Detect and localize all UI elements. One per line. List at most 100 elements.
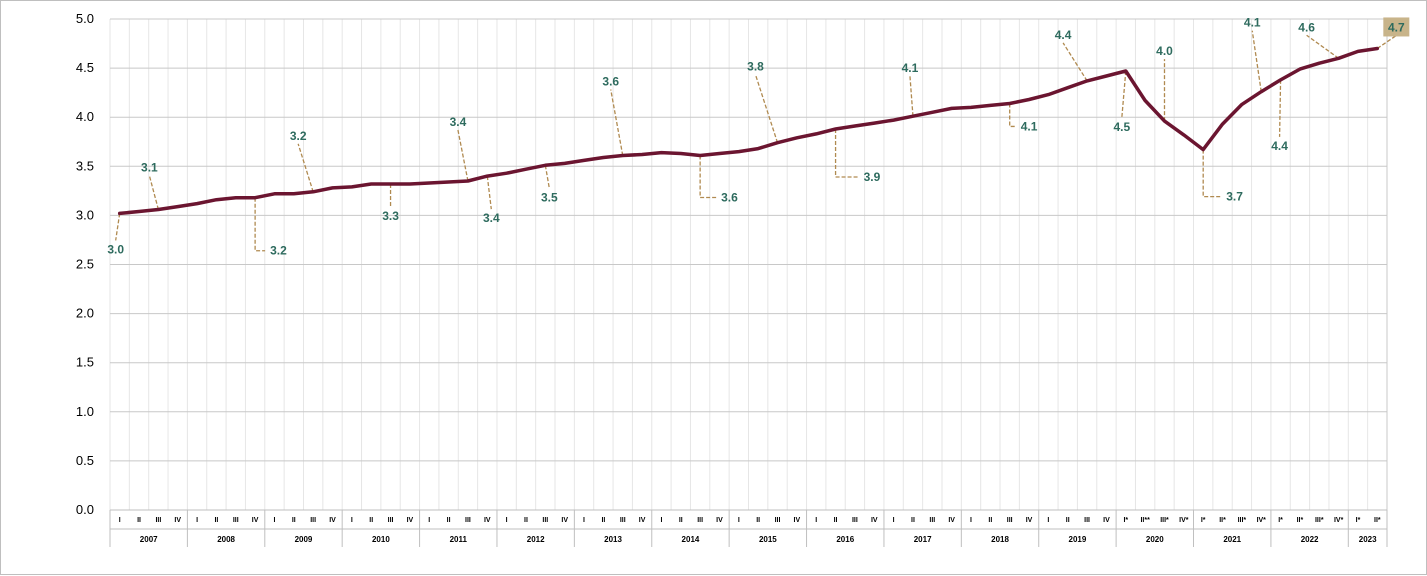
quarter-tick-label: I	[815, 517, 817, 524]
y-tick-label: 3.5	[76, 158, 94, 173]
data-label: 4.0	[1156, 44, 1173, 58]
label-leader-line	[610, 89, 624, 156]
label-leader-line	[486, 176, 492, 210]
data-label: 3.8	[747, 60, 764, 74]
label-leader-line	[699, 155, 717, 199]
quarter-tick-label: III	[388, 517, 394, 524]
data-label: 4.1	[902, 61, 919, 75]
year-tick-label: 2008	[217, 535, 235, 544]
quarter-tick-label: III	[697, 517, 703, 524]
quarter-tick-label: II*	[1297, 517, 1304, 524]
quarter-tick-label: II	[834, 517, 838, 524]
year-tick-label: 2023	[1359, 535, 1377, 544]
year-tick-label: 2018	[991, 535, 1009, 544]
quarter-tick-label: IV	[1103, 517, 1110, 524]
label-leader-line	[297, 143, 314, 193]
year-tick-label: 2013	[604, 535, 622, 544]
quarter-tick-label: I*	[1356, 517, 1361, 524]
quarter-tick-label: II	[292, 517, 296, 524]
quarter-tick-label: I	[583, 517, 585, 524]
data-label: 3.7	[1226, 190, 1243, 204]
quarter-tick-label: II*	[1374, 517, 1381, 524]
year-tick-label: 2011	[450, 535, 468, 544]
series-line	[117, 46, 1380, 216]
year-tick-label: 2014	[682, 535, 700, 544]
label-leader-line	[909, 76, 914, 117]
label-leader-line	[1278, 79, 1282, 137]
quarter-tick-label: IV*	[1257, 517, 1267, 524]
quarter-tick-label: IV	[794, 517, 801, 524]
year-tick-label: 2009	[295, 535, 313, 544]
data-label: 4.6	[1298, 20, 1315, 34]
quarter-tick-label: II	[911, 517, 915, 524]
quarter-tick-label: IV	[716, 517, 723, 524]
quarter-tick-label: I	[1047, 517, 1049, 524]
quarter-tick-label: I	[428, 517, 430, 524]
y-tick-label: 3.0	[76, 207, 94, 222]
label-leader-line	[1121, 70, 1127, 119]
y-tick-label: 2.5	[76, 257, 94, 272]
quarter-tick-label: IV*	[1179, 517, 1189, 524]
y-tick-label: 1.0	[76, 404, 94, 419]
quarter-tick-label: III	[310, 517, 316, 524]
quarter-tick-label: III*	[1315, 517, 1324, 524]
quarter-tick-label: IV	[484, 517, 491, 524]
quarter-tick-label: II	[524, 517, 528, 524]
quarter-tick-label: I*	[1123, 517, 1128, 524]
quarter-tick-label: III	[620, 517, 626, 524]
label-leader-line	[754, 74, 779, 143]
quarter-tick-label: II	[1066, 517, 1070, 524]
year-tick-label: 2022	[1301, 535, 1319, 544]
quarter-tick-label: III	[233, 517, 239, 524]
gridlines	[109, 18, 1388, 511]
quarter-tick-label: II	[137, 517, 141, 524]
data-label: 4.1	[1021, 119, 1038, 133]
quarter-tick-label: I*	[1201, 517, 1206, 524]
label-leader-line	[1251, 30, 1262, 92]
quarter-tick-label: IV*	[1334, 517, 1344, 524]
year-tick-label: 2010	[372, 535, 390, 544]
quarter-tick-label: IV	[639, 517, 646, 524]
quarter-tick-label: II	[679, 517, 683, 524]
label-leader-line	[457, 129, 469, 182]
quarter-tick-label: II	[601, 517, 605, 524]
quarter-tick-label: IV	[252, 517, 259, 524]
y-tick-label: 2.0	[76, 306, 94, 321]
data-label: 4.5	[1113, 120, 1130, 134]
year-tick-label: 2019	[1069, 535, 1087, 544]
quarter-tick-label: II	[447, 517, 451, 524]
quarter-tick-label: II	[369, 517, 373, 524]
year-tick-label: 2015	[759, 535, 777, 544]
year-tick-label: 2020	[1146, 535, 1164, 544]
quarter-tick-label: III	[155, 517, 161, 524]
quarter-tick-label: III	[1084, 517, 1090, 524]
data-label: 4.1	[1244, 16, 1261, 30]
data-label: 3.2	[290, 129, 307, 143]
quarter-tick-label: III*	[1160, 517, 1169, 524]
data-label: 4.4	[1271, 139, 1288, 153]
quarter-tick-label: I*	[1278, 517, 1283, 524]
data-label: 3.5	[541, 190, 558, 204]
y-tick-label: 4.0	[76, 109, 94, 124]
data-label: 3.9	[864, 170, 881, 184]
y-axis: 0.0 0.5 1.0 1.5 2.0 2.5 3.0 3.5 4.0 4.5 5.0	[76, 11, 94, 517]
quarter-tick-label: IV	[561, 517, 568, 524]
quarter-tick-label: III	[775, 517, 781, 524]
data-label: 3.6	[602, 74, 619, 88]
quarter-tick-label: I	[351, 517, 353, 524]
y-tick-label: 0.5	[76, 453, 94, 468]
quarter-tick-label: I	[738, 517, 740, 524]
label-leader-line	[1202, 149, 1222, 198]
label-leader-line	[1009, 103, 1016, 128]
quarter-tick-label: IV	[174, 517, 181, 524]
data-label: 3.3	[382, 209, 399, 223]
quarter-tick-label: IV	[948, 517, 955, 524]
quarter-tick-label: I	[196, 517, 198, 524]
quarter-tick-label: III*	[1238, 517, 1247, 524]
quarter-tick-label: I	[660, 517, 662, 524]
year-tick-label: 2012	[527, 535, 545, 544]
data-label: 4.4	[1055, 28, 1072, 42]
y-tick-label: 4.5	[76, 60, 94, 75]
